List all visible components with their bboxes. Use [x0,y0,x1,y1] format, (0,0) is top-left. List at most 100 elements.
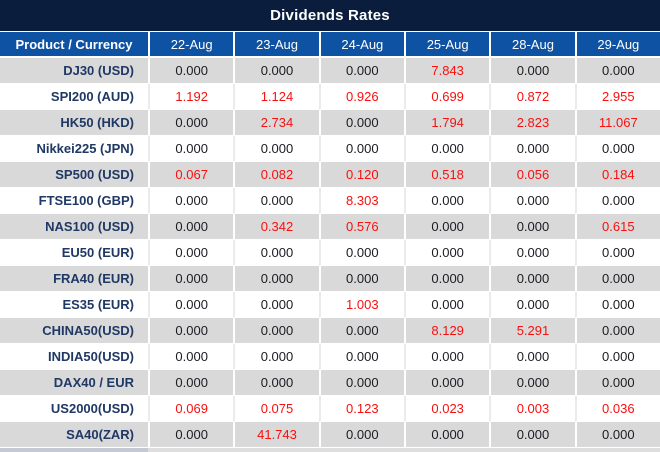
column-header-date: 22-Aug [148,31,234,58]
rate-cell: 0.000 [574,240,660,266]
rate-cell: 0.120 [318,162,404,188]
rate-cell: 0.000 [489,136,575,162]
rate-cell: 0.069 [148,396,234,422]
product-cell: HK50 (HKD) [0,110,148,136]
rate-cell: 0.000 [148,188,234,214]
rate-cell: 0.000 [318,344,404,370]
column-header-date: 29-Aug [574,31,660,58]
rate-cell: 0.000 [318,266,404,292]
rate-cell: 0.123 [318,396,404,422]
rate-cell: 0.003 [489,396,575,422]
rate-cell: 2.955 [574,84,660,110]
rate-cell: 0.000 [233,136,319,162]
table-body: DJ30 (USD) 0.000 0.000 0.000 7.843 0.000… [0,58,660,448]
rate-cell: 0.000 [403,136,490,162]
rate-cell: 0.000 [148,136,234,162]
rate-cell: 1.794 [403,110,490,136]
table-row: FRA40 (EUR) 0.000 0.000 0.000 0.000 0.00… [0,266,660,292]
rate-cell: 0.576 [318,214,404,240]
rate-cell: 8.303 [318,188,404,214]
rate-cell: 11.067 [574,110,660,136]
rate-cell: 0.000 [574,188,660,214]
rate-cell: 0.342 [233,214,319,240]
rate-cell: 0.000 [233,292,319,318]
partial-next-row [0,448,660,452]
rate-cell: 8.129 [403,318,490,344]
rate-cell: 0.184 [574,162,660,188]
rate-cell: 0.000 [403,292,490,318]
table-row: INDIA50(USD) 0.000 0.000 0.000 0.000 0.0… [0,344,660,370]
rate-cell: 0.000 [489,188,575,214]
rate-cell: 0.000 [148,370,234,396]
dividends-table: Product / Currency 22-Aug 23-Aug 24-Aug … [0,31,660,448]
column-header-date: 25-Aug [403,31,490,58]
rate-cell: 0.615 [574,214,660,240]
partial-values-area [148,448,660,452]
rate-cell: 2.823 [489,110,575,136]
rate-cell: 0.000 [574,266,660,292]
column-header-date: 24-Aug [318,31,404,58]
rate-cell: 0.056 [489,162,575,188]
product-cell: US2000(USD) [0,396,148,422]
rate-cell: 0.000 [489,292,575,318]
table-row: SPI200 (AUD) 1.192 1.124 0.926 0.699 0.8… [0,84,660,110]
rate-cell: 0.000 [148,240,234,266]
table-row: US2000(USD) 0.069 0.075 0.123 0.023 0.00… [0,396,660,422]
rate-cell: 0.067 [148,162,234,188]
rate-cell: 0.000 [233,188,319,214]
column-header-date: 28-Aug [489,31,575,58]
product-cell: SPI200 (AUD) [0,84,148,110]
rate-cell: 0.000 [574,318,660,344]
rate-cell: 0.000 [489,370,575,396]
product-cell: EU50 (EUR) [0,240,148,266]
rate-cell: 1.124 [233,84,319,110]
page-title: Dividends Rates [270,7,390,24]
rate-cell: 5.291 [489,318,575,344]
rate-cell: 0.699 [403,84,490,110]
rate-cell: 0.000 [489,240,575,266]
rate-cell: 0.000 [403,266,490,292]
product-cell: SP500 (USD) [0,162,148,188]
table-row: SA40(ZAR) 0.000 41.743 0.000 0.000 0.000… [0,422,660,448]
partial-product-cell [0,448,148,452]
rate-cell: 2.734 [233,110,319,136]
table-row: NAS100 (USD) 0.000 0.342 0.576 0.000 0.0… [0,214,660,240]
rate-cell: 0.000 [233,240,319,266]
rate-cell: 0.000 [148,292,234,318]
rate-cell: 0.000 [489,422,575,448]
rate-cell: 0.000 [148,58,234,84]
rate-cell: 0.000 [403,214,490,240]
rate-cell: 0.000 [318,136,404,162]
header-row: Product / Currency 22-Aug 23-Aug 24-Aug … [0,31,660,58]
rate-cell: 0.000 [574,344,660,370]
rate-cell: 0.000 [403,344,490,370]
table-row: CHINA50(USD) 0.000 0.000 0.000 8.129 5.2… [0,318,660,344]
rate-cell: 0.000 [148,318,234,344]
table-row: DJ30 (USD) 0.000 0.000 0.000 7.843 0.000… [0,58,660,84]
rate-cell: 0.000 [233,344,319,370]
title-bar: Dividends Rates [0,0,660,31]
rate-cell: 0.000 [148,344,234,370]
rate-cell: 0.000 [403,240,490,266]
rate-cell: 0.000 [148,110,234,136]
table-row: Nikkei225 (JPN) 0.000 0.000 0.000 0.000 … [0,136,660,162]
rate-cell: 1.003 [318,292,404,318]
product-cell: DAX40 / EUR [0,370,148,396]
table-row: ES35 (EUR) 0.000 0.000 1.003 0.000 0.000… [0,292,660,318]
rate-cell: 1.192 [148,84,234,110]
product-cell: ES35 (EUR) [0,292,148,318]
rate-cell: 0.518 [403,162,490,188]
rate-cell: 41.743 [233,422,319,448]
table-row: DAX40 / EUR 0.000 0.000 0.000 0.000 0.00… [0,370,660,396]
product-cell: Nikkei225 (JPN) [0,136,148,162]
rate-cell: 0.000 [489,58,575,84]
product-cell: NAS100 (USD) [0,214,148,240]
rate-cell: 0.000 [489,266,575,292]
rate-cell: 0.082 [233,162,319,188]
rate-cell: 0.000 [574,136,660,162]
rate-cell: 0.023 [403,396,490,422]
rate-cell: 0.000 [489,344,575,370]
table-row: EU50 (EUR) 0.000 0.000 0.000 0.000 0.000… [0,240,660,266]
rate-cell: 0.000 [233,318,319,344]
rate-cell: 0.000 [574,292,660,318]
